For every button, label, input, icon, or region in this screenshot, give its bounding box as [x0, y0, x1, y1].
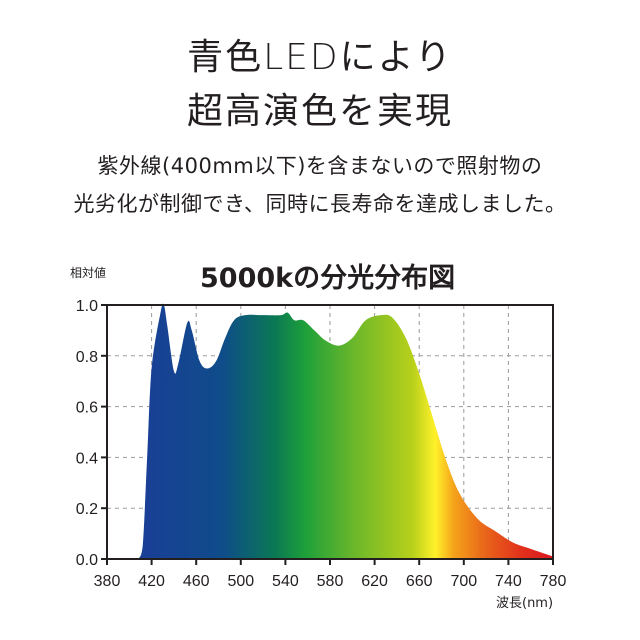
x-tick-label: 780	[540, 573, 567, 590]
x-tick-label: 460	[183, 573, 210, 590]
x-axis-label: 波長(nm)	[496, 596, 554, 611]
x-tick-label: 380	[94, 573, 121, 590]
x-tick-label: 700	[450, 573, 477, 590]
y-tick-labels: 0.0 0.2 0.4 0.6 0.8 1.0	[76, 298, 98, 569]
y-tick-label: 0.2	[76, 501, 98, 518]
y-tick-label: 0.4	[76, 450, 98, 467]
x-tick-label: 580	[317, 573, 344, 590]
y-tick-label: 0.6	[76, 400, 98, 417]
x-tick-label: 500	[227, 573, 254, 590]
y-tick-label: 0.8	[76, 349, 98, 366]
x-tick-label: 660	[406, 573, 433, 590]
x-tick-label: 540	[272, 573, 299, 590]
headline-line-2: 超高演色を実現	[186, 91, 453, 132]
y-tick-label: 1.0	[76, 298, 98, 315]
x-tick-label: 740	[495, 573, 522, 590]
x-tick-labels: 380 420 460 500 540 580 620 660 700 740 780	[94, 573, 567, 590]
headline-line-1: 青色LEDにより	[187, 37, 453, 78]
y-tick-label: 0.0	[76, 552, 98, 569]
axis-ticks	[101, 304, 554, 565]
description-line-1: 紫外線(400mm以下)を含まないので照射物の	[97, 154, 543, 178]
x-tick-label: 420	[138, 573, 165, 590]
description-line-2: 光劣化が制御でき、同時に長寿命を達成しました。	[73, 192, 567, 216]
spectrum-area	[138, 303, 553, 559]
x-tick-label: 620	[361, 573, 388, 590]
y-axis-label: 相対値	[70, 266, 107, 280]
chart-title: 5000kの分光分布図	[200, 263, 456, 294]
